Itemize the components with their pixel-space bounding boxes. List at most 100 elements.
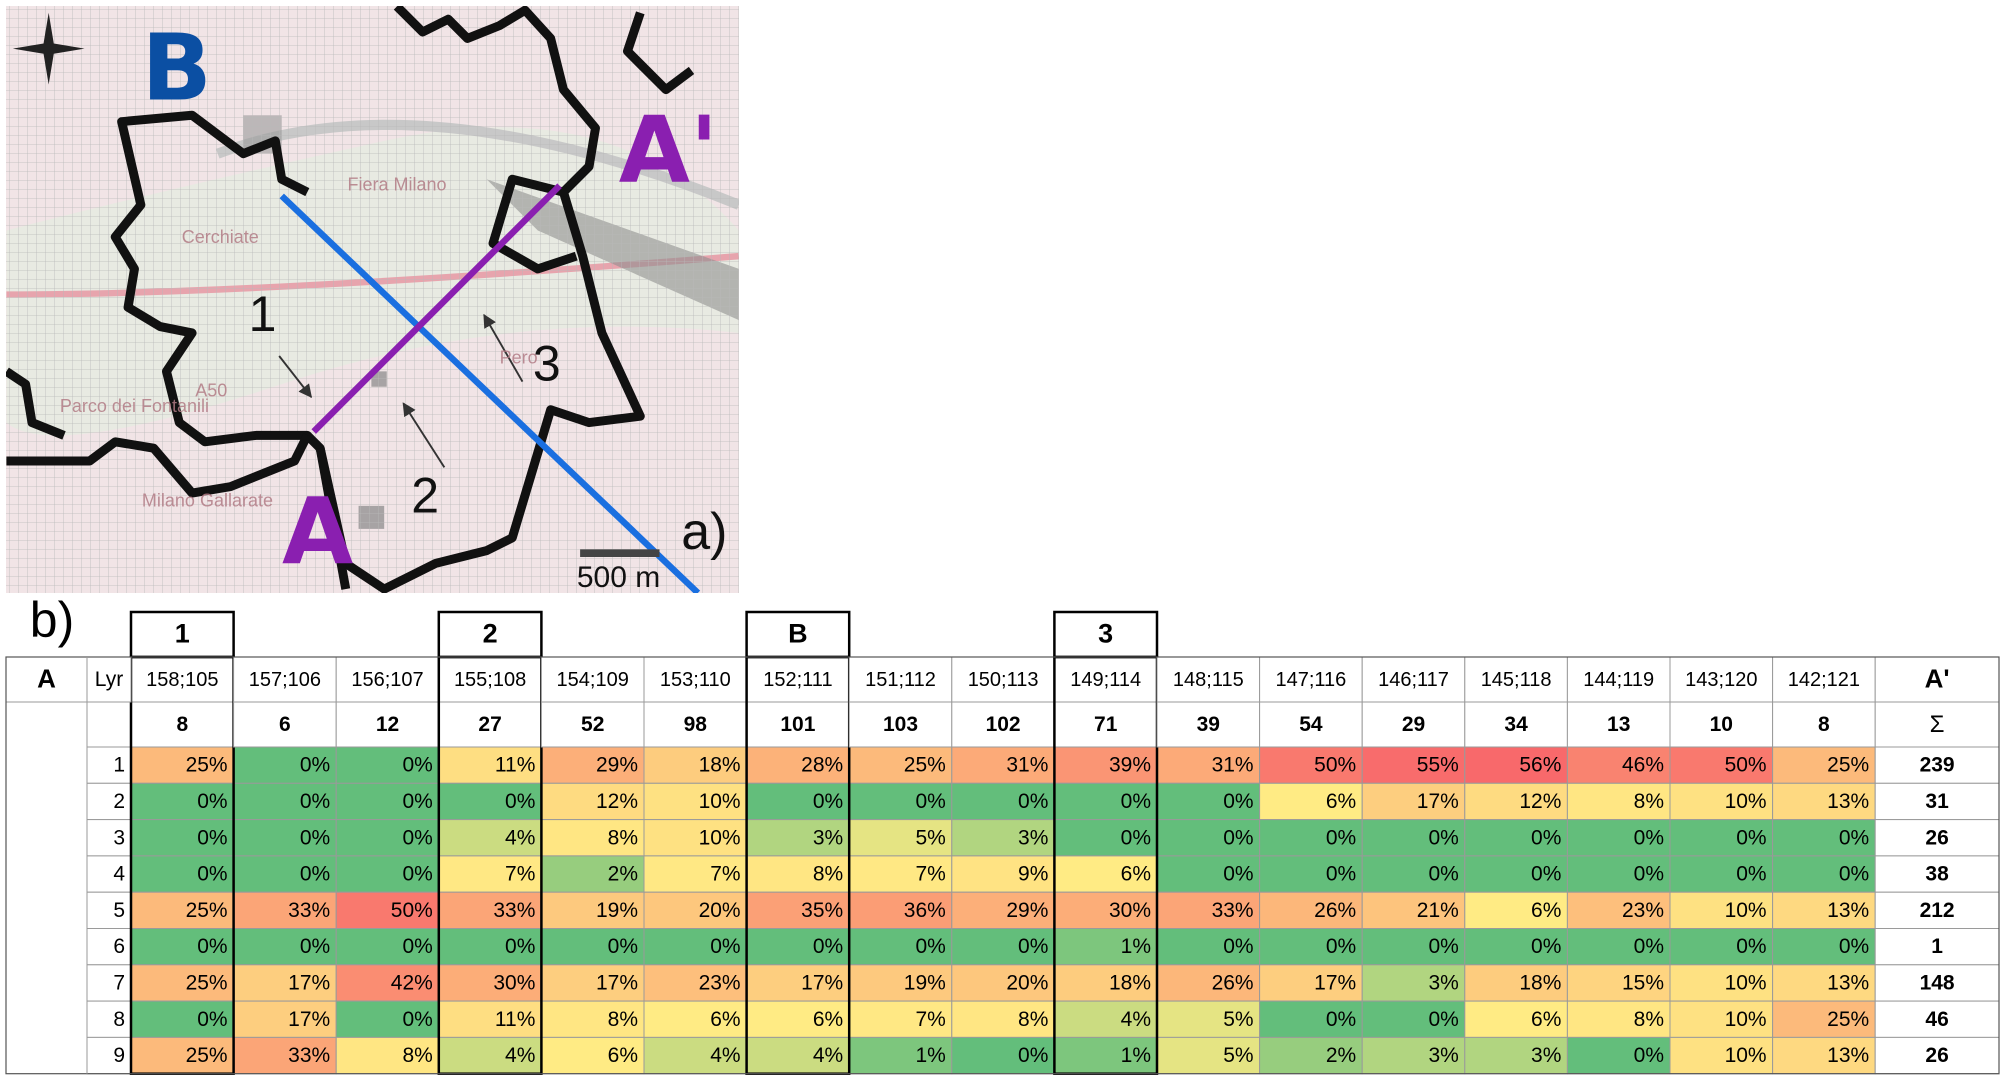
cell-value: 17% [288,971,330,994]
heat-cell [1053,746,1158,784]
heat-cell [438,1000,542,1038]
sum-cell [1874,928,2000,966]
column-id: 158;105 [146,669,218,691]
heat-cell [643,1000,748,1038]
cell-value: 50% [1725,754,1767,777]
cell-value: 25% [1827,1008,1869,1031]
count-cell [643,701,748,748]
header-cell [540,656,645,703]
cell-value: 55% [1417,754,1459,777]
cell-value: 0% [1428,863,1458,886]
heat-cell [848,782,953,821]
cell-value: 25% [904,754,946,777]
heat-cell [848,819,953,857]
cell-value: 17% [288,1008,330,1031]
cell-value: 23% [699,971,741,994]
cell-value: 0% [197,826,227,849]
cell-value: 17% [1417,790,1459,813]
cell-value: 29% [596,754,638,777]
cell-value: 7% [505,863,535,886]
cell-value: 20% [1006,971,1048,994]
heat-cell [951,1000,1055,1038]
cell-value: 8% [1634,1008,1664,1031]
row-sum: 239 [1920,754,1955,777]
cell-value: 26% [1314,899,1356,922]
cell-value: 36% [904,899,946,922]
cell-value: 4% [505,826,535,849]
row-sum: 46 [1925,1008,1948,1031]
column-id: 157;106 [249,669,321,691]
cell-value: 0% [197,863,227,886]
cell-value: 0% [402,863,432,886]
heat-cell [643,1036,748,1075]
cell-value: 0% [1018,790,1048,813]
heat-cell [643,782,748,821]
cell-value: 10% [1725,1044,1767,1067]
heat-cell [1156,964,1261,1002]
map: B A' A 1 2 3 500 m a) Fiera Milano Cerchiate Pero A… [6,6,739,593]
column-id: 144;119 [1583,669,1654,691]
row-sum: 26 [1925,826,1948,849]
column-count: 103 [883,713,918,736]
layer-cell [86,855,132,893]
row-sum: 31 [1925,790,1949,813]
cell-value: 6% [608,1044,638,1067]
count-cell [540,701,645,748]
table-outline [5,656,2000,1075]
heat-cell [643,855,748,893]
cell-value: 8% [402,1044,432,1067]
cell-value: 0% [197,1008,227,1031]
column-marker: B [788,619,808,649]
cell-value: 19% [904,971,946,994]
sum-cell [1874,964,2000,1002]
cell-value: 0% [1018,935,1048,958]
cell-value: 25% [1827,754,1869,777]
cell-value: 0% [1223,790,1253,813]
cell-value: 7% [915,863,945,886]
heat-cell [438,1036,542,1075]
heat-cell [951,928,1055,966]
cell-value: 17% [1314,971,1356,994]
cell-value: 1% [1121,935,1151,958]
heat-cell [438,964,542,1002]
cell-value: 12% [596,790,638,813]
column-count: 6 [279,713,291,736]
heat-cell [848,1036,953,1075]
heat-cell [130,782,235,821]
cell-value: 4% [710,1044,740,1067]
heat-cell [1361,964,1466,1002]
cell-value: 5% [1223,1008,1253,1031]
heat-cell [1566,819,1671,857]
cell-value: 35% [801,899,843,922]
end-label: A' [1925,663,1950,693]
heat-cell [540,1036,645,1075]
table: b)25% 0% 0% 11% 29% 18% 28% 25% 31% 39% 31% 50% 55% 5… [5,592,2000,1075]
header-cell [1053,656,1158,703]
row-sum: 26 [1925,1044,1948,1067]
cell-value: 0% [1018,1044,1048,1067]
cell-value: 29% [1006,899,1048,922]
column-count: 52 [581,713,604,736]
cell-value: 0% [402,935,432,958]
cell-value: 0% [197,935,227,958]
cell-value: 0% [1531,863,1561,886]
heat-cell [951,964,1055,1002]
header-cell [1566,656,1671,703]
heat-cell [1669,964,1774,1002]
row-sum: 1 [1931,935,1943,958]
column-id: 143;120 [1685,669,1757,691]
cell-value: 9% [1018,863,1048,886]
cell-value: 33% [1212,899,1254,922]
cell-value: 18% [1519,971,1561,994]
column-id: 151;112 [865,669,936,691]
cell-value: 3% [1428,1044,1458,1067]
column-count: 54 [1299,713,1323,736]
cell-value: 8% [608,1008,638,1031]
column-id: 155;108 [454,669,526,691]
heat-cell [1464,855,1568,893]
cell-value: 0% [300,826,330,849]
cell-value: 25% [186,899,228,922]
cell-value: 0% [710,935,740,958]
cell-value: 50% [391,899,433,922]
heat-cell [1772,964,1876,1002]
